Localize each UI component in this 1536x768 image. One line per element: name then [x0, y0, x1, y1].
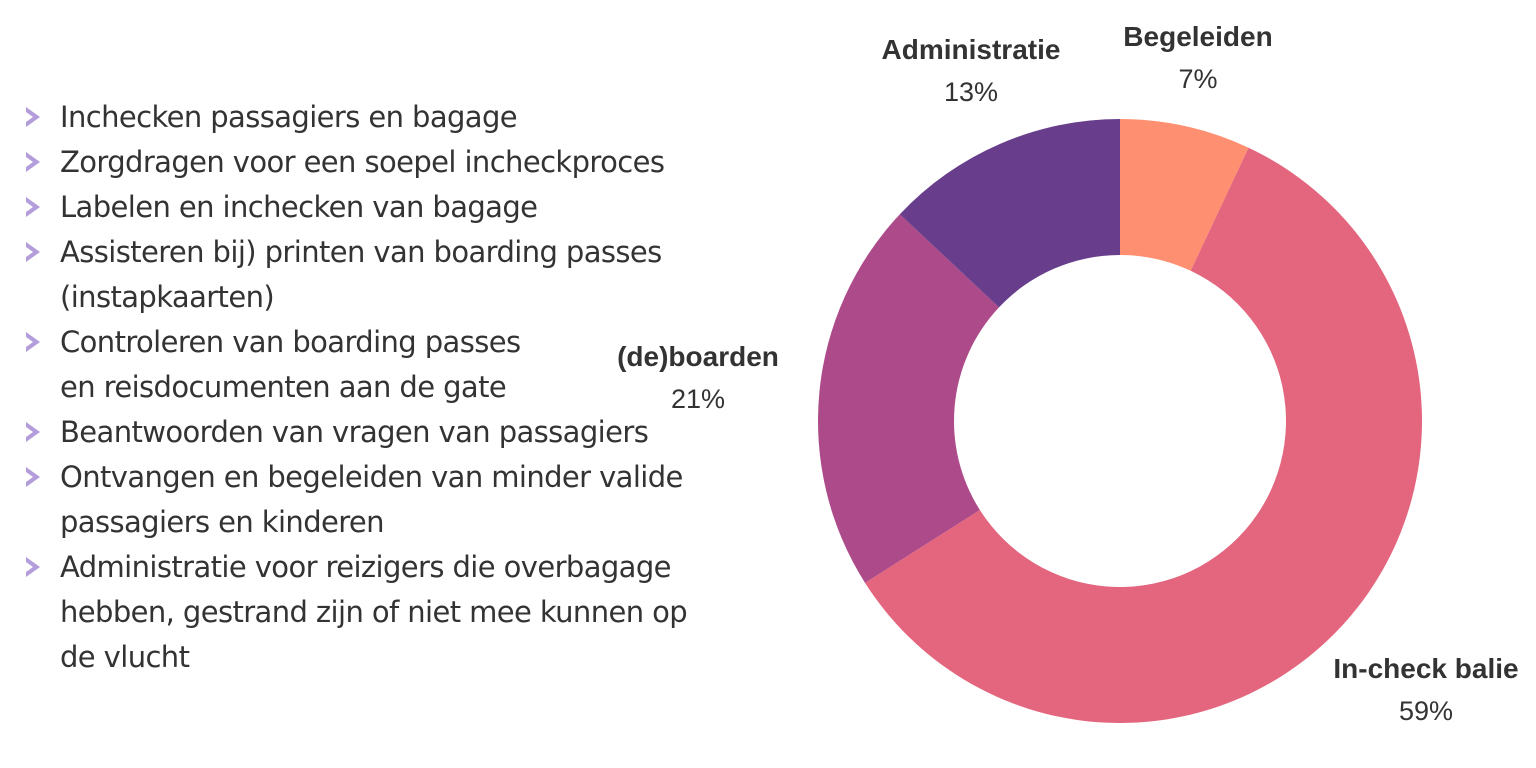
chevron-right-icon	[26, 242, 40, 262]
slice-percentage: 7%	[1178, 64, 1217, 94]
task-list: Inchecken passagiers en bagage Zorgdragen…	[0, 0, 760, 768]
slice-label: Administratie	[882, 34, 1061, 65]
donut-slice	[899, 119, 1120, 308]
task-line: passagiers en kinderen	[60, 505, 385, 539]
donut-slice	[865, 147, 1422, 724]
chevron-right-icon	[26, 557, 40, 577]
slice-percentage: 13%	[944, 77, 998, 107]
donut-slice	[1120, 119, 1249, 271]
chevron-right-icon	[26, 107, 40, 127]
slice-percentage: 21%	[671, 384, 725, 414]
task-line: Administratie voor reizigers die overbag…	[60, 550, 672, 584]
chevron-right-icon	[26, 422, 40, 442]
task-line: hebben, gestrand zijn of niet mee kunnen…	[60, 595, 688, 629]
chevron-right-icon	[26, 197, 40, 217]
task-line: Beantwoorden van vragen van passagiers	[60, 415, 649, 449]
task-line: Labelen en inchecken van bagage	[60, 190, 538, 224]
slice-label: (de)boarden	[617, 341, 779, 372]
chevron-right-icon	[26, 152, 40, 172]
task-line: de vlucht	[60, 640, 190, 674]
chevron-right-icon	[26, 467, 40, 487]
donut-slice	[817, 214, 999, 583]
slice-label: Begeleiden	[1123, 21, 1272, 52]
task-line: Assisteren bij) printen van boarding pas…	[60, 235, 662, 269]
task-line: Controleren van boarding passes	[60, 325, 521, 359]
chevron-right-icon	[26, 332, 40, 352]
task-line: (instapkaarten)	[60, 280, 275, 314]
slice-percentage: 59%	[1399, 696, 1453, 726]
task-line: Ontvangen en begeleiden van minder valid…	[60, 460, 683, 494]
task-line: en reisdocumenten aan de gate	[60, 370, 507, 404]
slice-label: In-check balie	[1333, 653, 1518, 684]
task-line: Zorgdragen voor een soepel incheckproces	[60, 145, 665, 179]
task-line: Inchecken passagiers en bagage	[60, 100, 518, 134]
